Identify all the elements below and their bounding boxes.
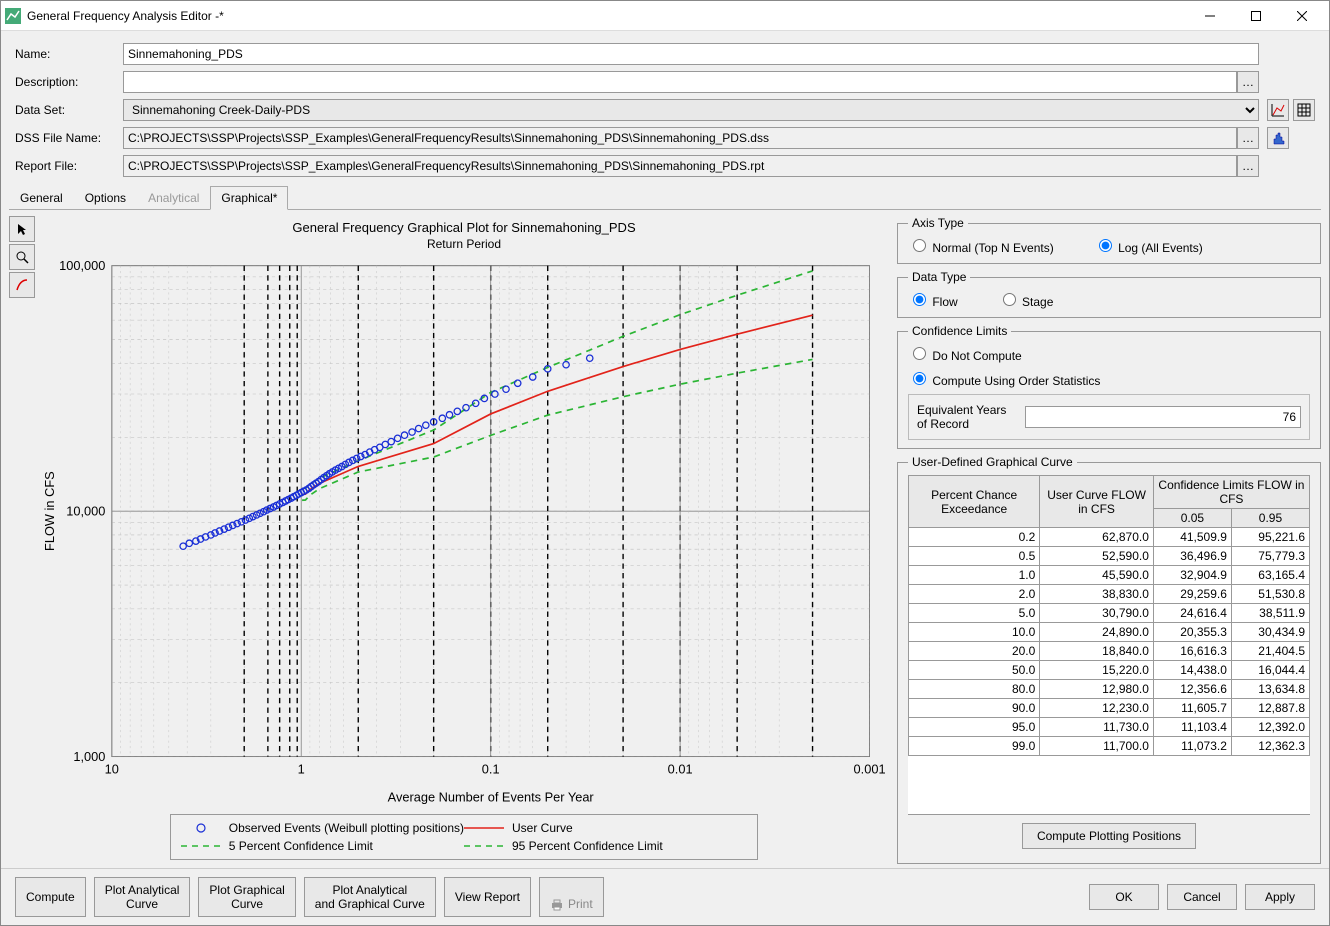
curve-tool[interactable] — [9, 272, 35, 298]
svg-text:10,000: 10,000 — [66, 503, 105, 518]
app-icon — [5, 8, 21, 24]
table-row[interactable]: 10.024,890.020,355.330,434.9 — [909, 623, 1310, 642]
description-label: Description: — [15, 75, 115, 89]
legend-ci-high: 95 Percent Confidence Limit — [464, 839, 747, 853]
plot-graphical-button[interactable]: Plot Graphical Curve — [198, 877, 295, 917]
report-browse-button[interactable]: … — [1237, 155, 1259, 177]
equiv-years-label: Equivalent Years of Record — [917, 403, 1017, 431]
dataset-select[interactable]: Sinnemahoning Creek-Daily-PDS — [123, 99, 1259, 121]
table-row[interactable]: 5.030,790.024,616.438,511.9 — [909, 604, 1310, 623]
svg-text:1,000: 1,000 — [73, 749, 105, 764]
user-curve-table[interactable]: Percent Chance Exceedance User Curve FLO… — [908, 475, 1310, 756]
view-report-button[interactable]: View Report — [444, 877, 531, 917]
plot-analytical-button[interactable]: Plot Analytical Curve — [94, 877, 191, 917]
content: General Frequency Graphical Plot for Sin… — [1, 210, 1329, 864]
table-row[interactable]: 50.015,220.014,438.016,044.4 — [909, 661, 1310, 680]
tab-graphical[interactable]: Graphical* — [210, 186, 288, 210]
conf-order-radio[interactable]: Compute Using Order Statistics — [908, 369, 1100, 388]
chart-area: General Frequency Graphical Plot for Sin… — [9, 216, 891, 864]
footer: Compute Plot Analytical Curve Plot Graph… — [1, 868, 1329, 925]
form-area: Name: Description: … Data Set: Sinnemaho… — [1, 31, 1329, 181]
zoom-tool[interactable] — [9, 244, 35, 270]
table-data-icon[interactable] — [1293, 99, 1315, 121]
svg-text:0.01: 0.01 — [668, 762, 693, 777]
svg-text:100,000: 100,000 — [59, 258, 105, 273]
description-expand-button[interactable]: … — [1237, 71, 1259, 93]
axis-log-radio[interactable]: Log (All Events) — [1094, 236, 1203, 255]
window-controls — [1187, 2, 1325, 30]
compute-plotting-button[interactable]: Compute Plotting Positions — [1022, 823, 1196, 849]
name-label: Name: — [15, 47, 115, 61]
svg-text:FLOW in CFS: FLOW in CFS — [42, 471, 57, 551]
tab-general[interactable]: General — [9, 186, 74, 210]
dataset-label: Data Set: — [15, 103, 115, 117]
dss-browse-button[interactable]: … — [1237, 127, 1259, 149]
tabs: GeneralOptionsAnalyticalGraphical* — [9, 185, 1321, 210]
equiv-years-box: Equivalent Years of Record — [908, 394, 1310, 440]
legend-ci-low: 5 Percent Confidence Limit — [181, 839, 464, 853]
name-input[interactable] — [123, 43, 1259, 65]
table-row[interactable]: 2.038,830.029,259.651,530.8 — [909, 585, 1310, 604]
data-stage-radio[interactable]: Stage — [998, 290, 1054, 309]
window-title: General Frequency Analysis Editor -* — [27, 9, 1187, 23]
ok-button[interactable]: OK — [1089, 884, 1159, 910]
tab-analytical: Analytical — [137, 186, 210, 210]
tab-options[interactable]: Options — [74, 186, 137, 210]
svg-text:10: 10 — [105, 762, 119, 777]
close-button[interactable] — [1279, 2, 1325, 30]
print-button[interactable]: Print — [539, 877, 604, 917]
axis-normal-radio[interactable]: Normal (Top N Events) — [908, 236, 1054, 255]
equiv-years-input[interactable] — [1025, 406, 1301, 428]
plot-data-icon[interactable] — [1267, 99, 1289, 121]
table-row[interactable]: 95.011,730.011,103.412,392.0 — [909, 718, 1310, 737]
conf-dnc-radio[interactable]: Do Not Compute — [908, 344, 1022, 363]
chart-subtitle: Return Period — [427, 237, 501, 251]
table-row[interactable]: 1.045,590.032,904.963,165.4 — [909, 566, 1310, 585]
maximize-button[interactable] — [1233, 2, 1279, 30]
legend-observed: Observed Events (Weibull plotting positi… — [181, 821, 464, 835]
data-type-group: Data Type Flow Stage — [897, 270, 1321, 318]
table-row[interactable]: 0.262,870.041,509.995,221.6 — [909, 528, 1310, 547]
dss-label: DSS File Name: — [15, 131, 115, 145]
table-row[interactable]: 99.011,700.011,073.212,362.3 — [909, 737, 1310, 756]
table-row[interactable]: 80.012,980.012,356.613,634.8 — [909, 680, 1310, 699]
data-flow-radio[interactable]: Flow — [908, 290, 958, 309]
svg-text:0.001: 0.001 — [854, 762, 886, 777]
chart-wrap: General Frequency Graphical Plot for Sin… — [37, 216, 891, 864]
confidence-limits-group: Confidence Limits Do Not Compute Compute… — [897, 324, 1321, 449]
minimize-button[interactable] — [1187, 2, 1233, 30]
table-row[interactable]: 0.552,590.036,496.975,779.3 — [909, 547, 1310, 566]
report-input — [123, 155, 1237, 177]
chart-toolbar — [9, 216, 37, 864]
table-row[interactable]: 20.018,840.016,616.321,404.5 — [909, 642, 1310, 661]
dss-histogram-icon[interactable] — [1267, 127, 1289, 149]
report-label: Report File: — [15, 159, 115, 173]
legend-user-curve: User Curve — [464, 821, 747, 835]
cancel-button[interactable]: Cancel — [1167, 884, 1237, 910]
description-input[interactable] — [123, 71, 1237, 93]
frequency-chart: 1,000 10,000 100,000 10 1 0.1 0.01 0.001 Average… — [37, 255, 891, 810]
apply-button[interactable]: Apply — [1245, 884, 1315, 910]
chart-legend: Observed Events (Weibull plotting positi… — [170, 814, 758, 860]
user-curve-group: User-Defined Graphical Curve Percent Cha… — [897, 455, 1321, 864]
side-panel: Axis Type Normal (Top N Events) Log (All… — [897, 216, 1321, 864]
compute-button[interactable]: Compute — [15, 877, 86, 917]
print-icon — [550, 899, 564, 911]
table-row[interactable]: 90.012,230.011,605.712,887.8 — [909, 699, 1310, 718]
main-window: General Frequency Analysis Editor -* Nam… — [0, 0, 1330, 926]
titlebar: General Frequency Analysis Editor -* — [1, 1, 1329, 31]
svg-text:0.1: 0.1 — [482, 762, 500, 777]
dss-input — [123, 127, 1237, 149]
svg-text:Average Number of Events Per Y: Average Number of Events Per Year — [388, 789, 595, 804]
pointer-tool[interactable] — [9, 216, 35, 242]
svg-text:1: 1 — [298, 762, 305, 777]
chart-title: General Frequency Graphical Plot for Sin… — [292, 220, 635, 235]
axis-type-group: Axis Type Normal (Top N Events) Log (All… — [897, 216, 1321, 264]
plot-both-button[interactable]: Plot Analytical and Graphical Curve — [304, 877, 436, 917]
